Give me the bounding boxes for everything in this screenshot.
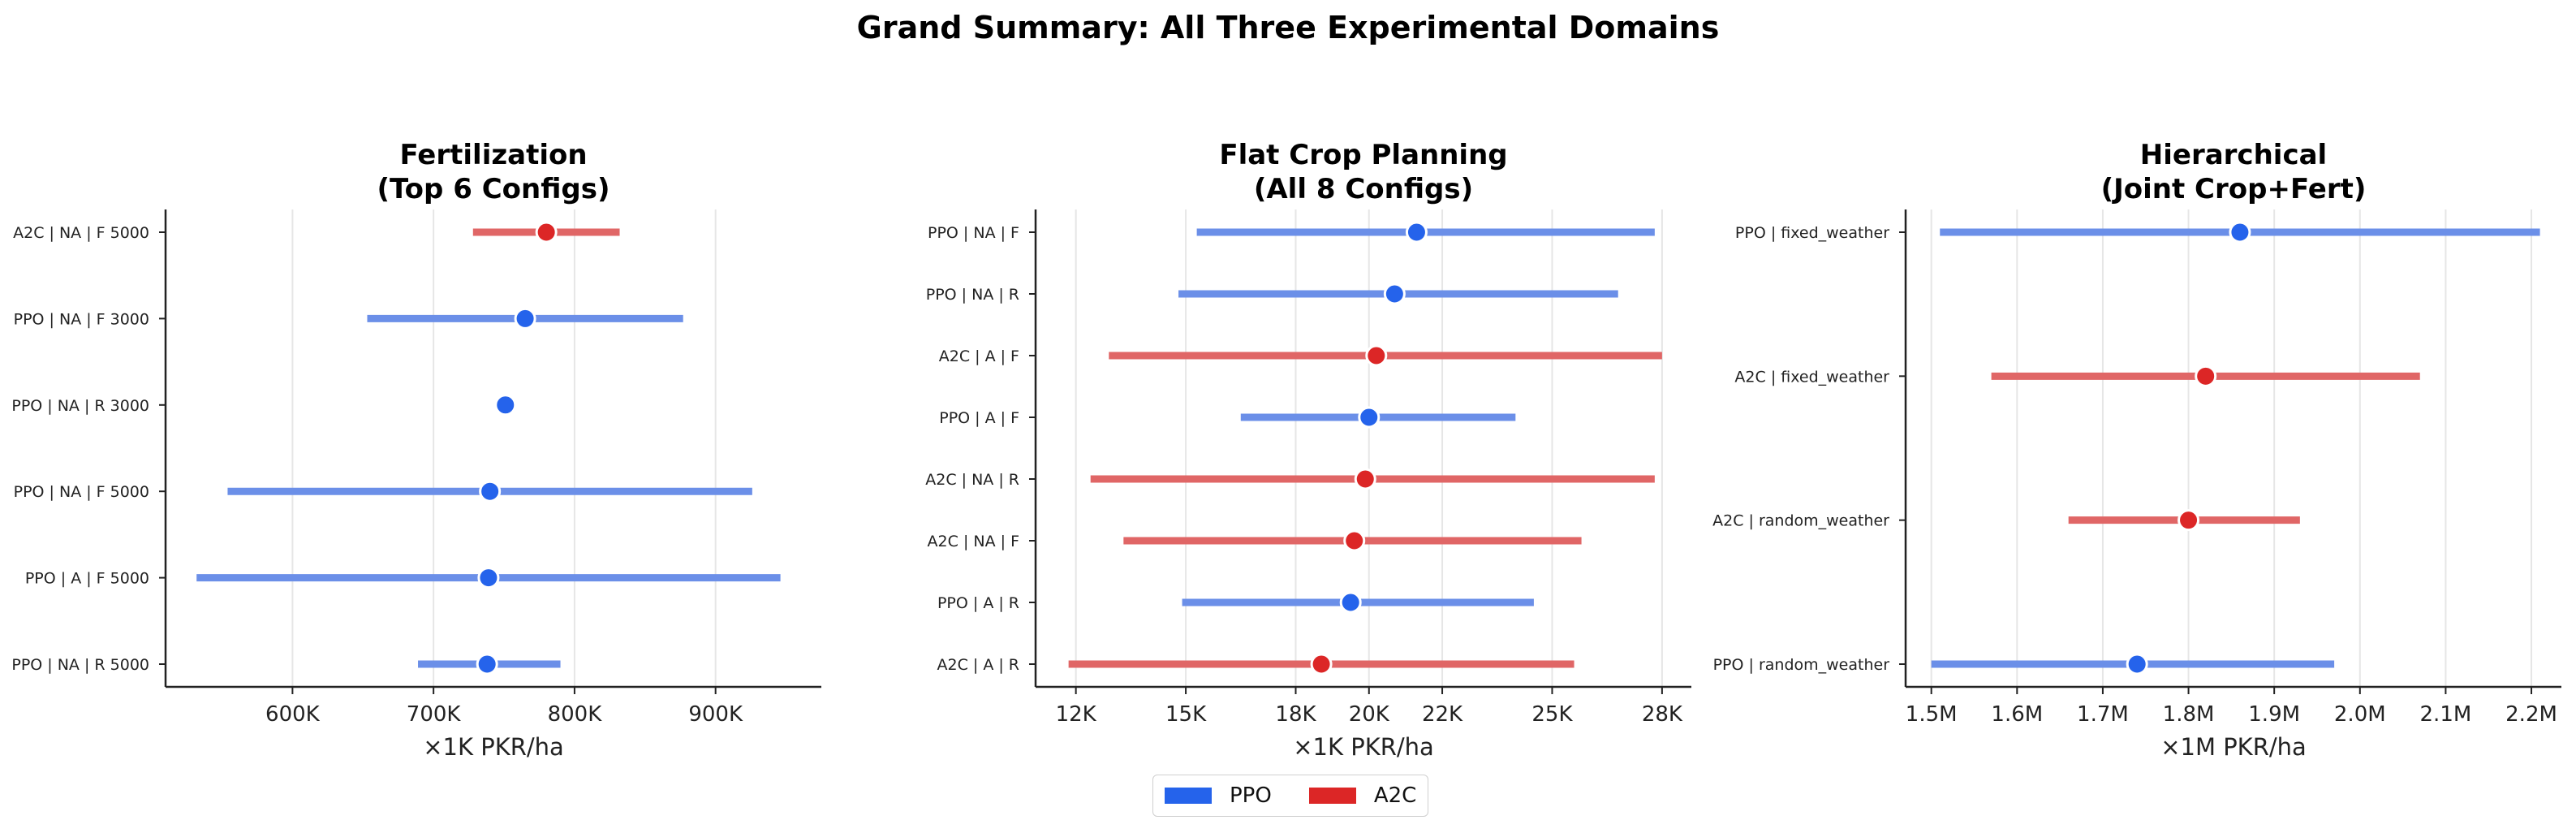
x-tick-label: 12K [1056, 702, 1097, 727]
y-tick-label: PPO | fixed_weather [1735, 224, 1889, 242]
x-tick-label: 1.5M [1906, 702, 1958, 727]
legend: PPO A2C [1152, 775, 1428, 817]
y-tick-label: A2C | random_weather [1712, 512, 1889, 530]
x-tick-label: 2.1M [2420, 702, 2472, 727]
x-axis-label: ×1K PKR/ha [423, 733, 564, 761]
legend-swatch-a2c [1308, 788, 1356, 804]
panel-title: Hierarchical [2140, 139, 2327, 171]
x-tick-label: 700K [407, 702, 462, 727]
y-tick-label: A2C | NA | R [925, 471, 1019, 489]
x-tick-label: 1.8M [2163, 702, 2215, 727]
mean-point [476, 653, 498, 675]
y-tick-label: A2C | A | F [939, 347, 1019, 365]
mean-point [1405, 221, 1428, 244]
mean-point [1354, 468, 1376, 490]
x-tick-label: 25K [1531, 702, 1573, 727]
y-tick-label: PPO | NA | F 3000 [14, 310, 149, 328]
mean-point [1365, 344, 1388, 367]
x-tick-label: 18K [1275, 702, 1316, 727]
mean-point [1343, 529, 1366, 552]
panel-title: Fertilization [399, 139, 587, 171]
mean-point [2229, 221, 2251, 244]
mean-point [1310, 653, 1333, 675]
panel-title: (All 8 Configs) [1254, 173, 1473, 205]
panel-title: (Top 6 Configs) [377, 173, 610, 205]
mean-point [2178, 509, 2200, 532]
y-tick-label: PPO | NA | R 5000 [11, 656, 149, 674]
x-tick-label: 15K [1165, 702, 1207, 727]
panel-3: Hierarchical(Joint Crop+Fert) PPO | fixed… [1712, 139, 2561, 761]
y-tick-label: PPO | NA | F [928, 224, 1019, 242]
mean-point [479, 480, 502, 503]
mean-point [514, 307, 536, 330]
figure-suptitle: Grand Summary: All Three Experimental Do… [857, 10, 1720, 45]
mean-point [2195, 365, 2217, 387]
mean-point [1339, 591, 1362, 614]
x-tick-label: 20K [1349, 702, 1390, 727]
x-tick-label: 28K [1642, 702, 1683, 727]
legend-item-a2c: A2C [1308, 783, 1417, 808]
panel-title: Flat Crop Planning [1219, 139, 1507, 171]
y-tick-label: A2C | fixed_weather [1734, 368, 1889, 386]
x-tick-label: 22K [1422, 702, 1463, 727]
y-tick-label: PPO | NA | R 3000 [11, 397, 149, 415]
mean-point [1358, 406, 1381, 429]
y-tick-label: PPO | NA | R [926, 286, 1019, 304]
x-tick-label: 1.7M [2077, 702, 2129, 727]
legend-swatch-ppo [1165, 788, 1212, 804]
legend-item-ppo: PPO [1165, 783, 1272, 808]
x-tick-label: 1.6M [1991, 702, 2043, 727]
x-tick-label: 2.0M [2334, 702, 2386, 727]
x-tick-label: 600K [265, 702, 321, 727]
y-tick-label: PPO | A | R [937, 594, 1019, 612]
mean-point [477, 567, 500, 589]
y-tick-label: A2C | NA | F 5000 [13, 224, 149, 242]
panel-2: Flat Crop Planning(All 8 Configs) PPO | N… [925, 139, 1691, 761]
mean-point [494, 394, 517, 416]
x-tick-label: 1.9M [2248, 702, 2300, 727]
x-tick-label: 2.2M [2505, 702, 2557, 727]
y-tick-label: A2C | NA | F [928, 533, 1019, 550]
legend-label-ppo: PPO [1230, 783, 1272, 808]
y-tick-label: PPO | random_weather [1713, 656, 1890, 674]
x-tick-label: 900K [688, 702, 743, 727]
y-tick-label: PPO | A | F 5000 [25, 570, 149, 588]
mean-point [2126, 653, 2148, 675]
panel-title: (Joint Crop+Fert) [2101, 173, 2367, 205]
legend-label-a2c: A2C [1373, 783, 1417, 808]
mean-point [1383, 283, 1406, 305]
panel-1: Fertilization(Top 6 Configs) A2C | NA | F… [11, 139, 821, 761]
panels: Fertilization(Top 6 Configs) A2C | NA | F… [11, 139, 2561, 761]
y-tick-label: A2C | A | R [937, 656, 1019, 674]
x-tick-label: 800K [548, 702, 603, 727]
x-axis-label: ×1K PKR/ha [1293, 733, 1434, 761]
y-tick-label: PPO | A | F [939, 409, 1019, 427]
mean-point [535, 221, 558, 244]
y-tick-label: PPO | NA | F 5000 [14, 483, 149, 501]
x-axis-label: ×1M PKR/ha [2160, 733, 2307, 761]
